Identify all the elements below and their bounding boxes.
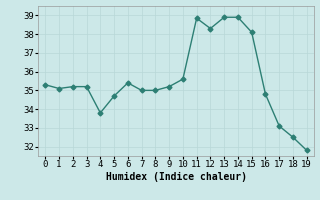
X-axis label: Humidex (Indice chaleur): Humidex (Indice chaleur) [106,172,246,182]
